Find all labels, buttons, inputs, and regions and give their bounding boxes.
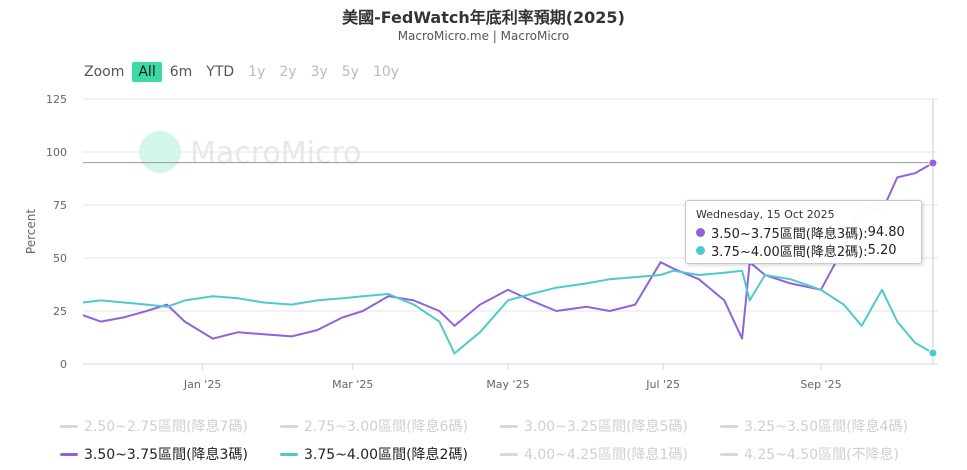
zoom-toolbar: Zoom All 6m YTD 1y 2y 3y 5y 10y [84,60,405,84]
legend-label: 4.00~4.25區間(降息1碼) [524,447,688,463]
y-tick-label: 75 [53,199,67,212]
legend-label: 2.75~3.00區間(降息6碼) [304,419,468,435]
chart-legend: 2.50~2.75區間(降息7碼) 2.75~3.00區間(降息6碼) 3.00… [60,416,940,464]
tooltip-row: 3.75~4.00區間(降息2碼): 5.20 [696,241,897,260]
zoom-6m-button[interactable]: 6m [169,64,193,80]
hover-point [928,348,938,358]
tooltip-series-label: 3.50~3.75區間(降息3碼): [711,227,868,242]
watermark-text: MacroMicro [190,136,362,171]
x-tick-label: May '25 [486,378,529,391]
legend-swatch [720,452,738,456]
legend-label: 4.25~4.50區間(不降息) [744,447,899,463]
zoom-5y-button[interactable]: 5y [341,64,359,80]
tooltip-series-value: 94.80 [867,225,905,240]
legend-item[interactable]: 4.00~4.25區間(降息1碼) [500,444,720,464]
tooltip-series-label: 3.75~4.00區間(降息2碼): [711,245,868,260]
tooltip-row: 3.50~3.75區間(降息3碼): 94.80 [696,223,905,242]
chart-subtitle: MacroMicro.me | MacroMicro [397,29,570,43]
zoom-ytd-button[interactable]: YTD [206,64,235,80]
y-tick-label: 125 [46,93,67,106]
y-tick-label: 50 [53,252,67,265]
legend-label: 3.25~3.50區間(降息4碼) [744,419,908,435]
x-tick-label: Jul '25 [645,378,680,391]
legend-label: 3.00~3.25區間(降息5碼) [524,419,688,435]
x-tick-label: Jan '25 [183,378,221,391]
hover-point [928,158,938,168]
legend-item[interactable]: 3.75~4.00區間(降息2碼) [280,444,500,464]
series-line [82,269,934,355]
zoom-2y-button[interactable]: 2y [279,64,297,80]
zoom-1y-button[interactable]: 1y [248,64,266,80]
x-tick-label: Mar '25 [332,378,373,391]
legend-item[interactable]: 3.00~3.25區間(降息5碼) [500,416,720,436]
legend-swatch [500,452,518,456]
legend-swatch [60,424,78,428]
legend-swatch [720,424,738,428]
legend-item[interactable]: 3.50~3.75區間(降息3碼) [60,444,280,464]
legend-item[interactable]: 2.50~2.75區間(降息7碼) [60,416,280,436]
legend-swatch [500,424,518,428]
legend-swatch [280,452,298,456]
zoom-10y-button[interactable]: 10y [372,64,400,80]
legend-item[interactable]: 2.75~3.00區間(降息6碼) [280,416,500,436]
y-tick-label: 100 [46,146,67,159]
tooltip-series-dot [696,228,705,237]
tooltip-series-dot [696,246,705,255]
legend-swatch [280,424,298,428]
legend-swatch [60,452,78,456]
chart-tooltip: Wednesday, 15 Oct 2025 3.50~3.75區間(降息3碼)… [685,200,922,264]
legend-label: 3.50~3.75區間(降息3碼) [84,447,248,463]
tooltip-date: Wednesday, 15 Oct 2025 [696,208,835,221]
y-axis-label: Percent [24,209,38,254]
legend-label: 3.75~4.00區間(降息2碼) [304,447,468,463]
tooltip-series-value: 5.20 [867,243,897,258]
series-line [82,162,934,340]
legend-item[interactable]: 4.25~4.50區間(不降息) [720,444,940,464]
zoom-label: Zoom [84,64,125,80]
x-tick-label: Sep '25 [800,378,841,391]
chart-title: 美國-FedWatch年底利率預期(2025) [342,8,625,27]
y-tick-label: 0 [60,358,67,371]
zoom-3y-button[interactable]: 3y [310,64,328,80]
zoom-all-button[interactable]: All [132,62,162,82]
y-tick-label: 25 [53,305,67,318]
legend-item[interactable]: 3.25~3.50區間(降息4碼) [720,416,940,436]
legend-label: 2.50~2.75區間(降息7碼) [84,419,248,435]
